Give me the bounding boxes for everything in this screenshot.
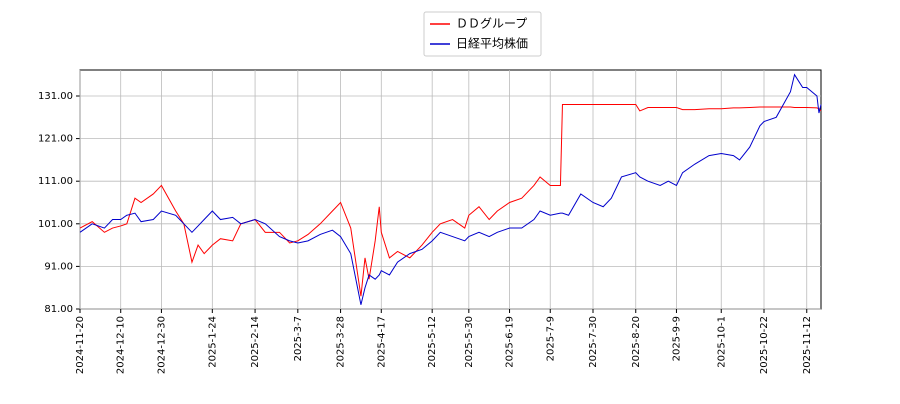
x-tick-label: 2025-7-9: [545, 316, 556, 361]
x-tick-label: 2024-12-30: [156, 316, 167, 374]
y-tick-label: 91.00: [44, 261, 73, 272]
x-tick-label: 2025-3-7: [293, 316, 304, 361]
series-line: [79, 104, 822, 297]
x-tick-label: 2025-11-12: [802, 316, 813, 374]
x-tick-label: 2025-10-1: [716, 316, 727, 368]
x-tick-label: 2024-12-10: [116, 316, 127, 374]
x-tick-label: 2025-8-20: [631, 316, 642, 368]
y-tick-label: 81.00: [44, 304, 73, 315]
x-tick-label: 2025-4-17: [376, 316, 387, 368]
legend: ＤＤグループ 日経平均株価: [423, 11, 542, 57]
legend-label: ＤＤグループ: [456, 17, 527, 31]
y-tick-label: 101.00: [38, 219, 73, 230]
x-tick-label: 2025-7-30: [588, 316, 599, 368]
x-tick-label: 2025-6-19: [505, 316, 516, 368]
y-tick-label: 111.00: [38, 176, 73, 187]
x-tick-label: 2025-2-14: [250, 316, 261, 368]
legend-box: [423, 11, 542, 57]
y-tick-label: 131.00: [38, 91, 73, 102]
x-tick-label: 2025-10-22: [759, 316, 770, 374]
x-tick-label: 2025-1-24: [207, 316, 218, 368]
x-tick-label: 2025-3-28: [336, 316, 347, 368]
x-tick-label: 2025-9-9: [671, 316, 682, 361]
series-line: [79, 73, 822, 305]
legend-label: 日経平均株価: [456, 36, 528, 51]
y-tick-label: 121.00: [38, 134, 73, 145]
x-tick-label: 2024-11-20: [75, 316, 86, 374]
plot-frame: [79, 69, 822, 310]
x-tick-label: 2025-5-12: [427, 316, 438, 368]
x-tick-label: 2025-5-30: [464, 316, 475, 368]
